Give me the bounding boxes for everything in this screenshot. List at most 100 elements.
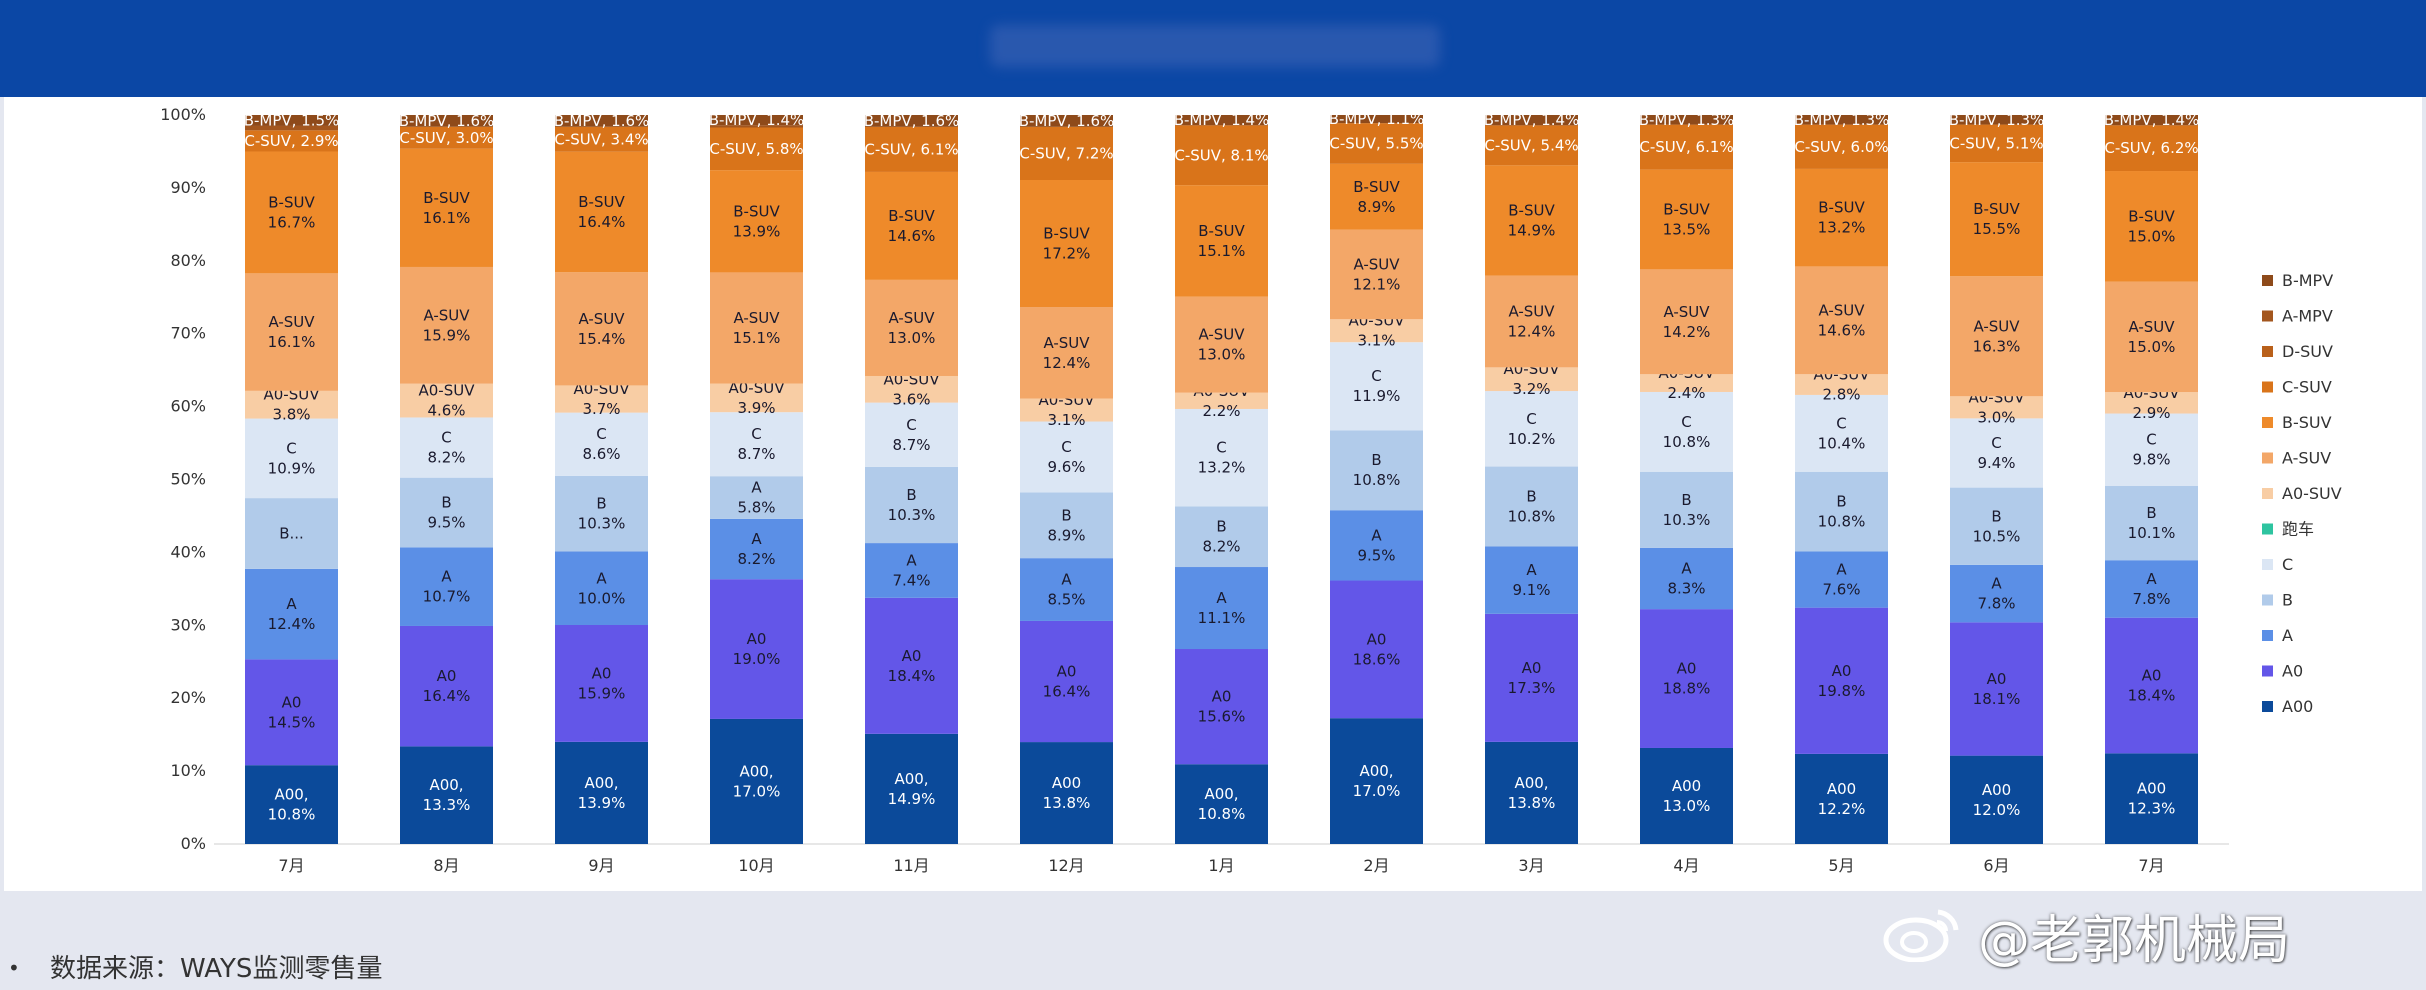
bar-segment — [245, 115, 338, 126]
bar-segment — [865, 733, 958, 844]
bar-segment — [245, 273, 338, 391]
bar-segment — [1640, 115, 1733, 125]
bar-segment — [1485, 367, 1578, 392]
data-label: C 8.7% — [737, 425, 775, 463]
data-label: B-MPV, 1.6% — [864, 112, 960, 130]
bar-segment — [1175, 506, 1268, 568]
data-label: B 10.3% — [578, 495, 626, 533]
x-tick-label: 7月 — [278, 856, 304, 875]
x-tick-label: 2月 — [1363, 856, 1389, 875]
data-label: C 11.9% — [1353, 367, 1401, 405]
data-label: B-SUV 13.5% — [1663, 201, 1711, 239]
data-label: C-SUV, 6.2% — [2104, 139, 2198, 157]
data-label: B-MPV, 1.4% — [1174, 111, 1270, 129]
data-label: B 10.1% — [2128, 504, 2176, 542]
data-label: A0 19.8% — [1818, 662, 1866, 700]
legend-entry: B-SUV — [2282, 413, 2332, 432]
bar-segment — [1485, 115, 1578, 126]
data-label: B-SUV 16.7% — [268, 193, 316, 231]
bar-segment — [1795, 607, 1888, 754]
bar-segment — [400, 477, 493, 548]
data-label: C-SUV, 6.1% — [1639, 138, 1733, 156]
y-tick-label: 70% — [170, 324, 206, 343]
data-label: B 10.3% — [1663, 491, 1711, 529]
data-label: C 13.2% — [1198, 439, 1246, 477]
bar-segment — [865, 466, 958, 544]
data-label: A00, 13.9% — [578, 774, 626, 812]
data-label: A0 18.8% — [1663, 660, 1711, 698]
bar-segment — [245, 390, 338, 419]
data-label: C-SUV, 8.1% — [1174, 146, 1268, 164]
y-tick-label: 0% — [181, 834, 206, 853]
bar-segment — [1330, 163, 1423, 230]
data-label: C 10.8% — [1663, 413, 1711, 451]
bar-segment — [1330, 580, 1423, 719]
bar-segment — [245, 498, 338, 569]
data-label: A0 18.4% — [2128, 667, 2176, 705]
bar-segment — [1175, 185, 1268, 297]
data-label: A00, 13.3% — [423, 776, 471, 814]
data-label: A0 16.4% — [423, 667, 471, 705]
bar-segment — [1640, 609, 1733, 748]
data-label: A 7.6% — [1822, 561, 1860, 599]
x-tick-label: 9月 — [588, 856, 614, 875]
bar-segment — [1640, 124, 1733, 170]
data-label: C-SUV, 6.0% — [1794, 138, 1888, 156]
data-label: A00 12.3% — [2128, 780, 2176, 818]
y-tick-label: 60% — [170, 397, 206, 416]
bar-segment — [1020, 115, 1113, 127]
bar-segment — [1795, 471, 1888, 552]
chart-panel: 0% 10% 20% 30% 40% 50% 60% 70% 80% 90% 100% A00, 10.… — [4, 97, 2422, 891]
bar-segment — [1175, 125, 1268, 186]
data-label: C 10.9% — [268, 439, 316, 477]
bar-segment — [865, 375, 958, 403]
x-tick-label: 7月 — [2138, 856, 2164, 875]
bar-segment — [1175, 115, 1268, 126]
bar-segment — [2105, 392, 2198, 414]
data-label: B 10.8% — [1508, 488, 1556, 526]
data-label: A00, 10.8% — [1198, 785, 1246, 823]
bar-segment — [555, 412, 648, 476]
legend-entry: C-SUV — [2282, 378, 2332, 397]
legend-entry: C — [2282, 555, 2293, 574]
data-label: A0 18.4% — [888, 647, 936, 685]
data-label: A-SUV 16.1% — [268, 313, 316, 351]
data-label: A00, 17.0% — [1353, 762, 1401, 800]
data-label: B-SUV 15.1% — [1198, 222, 1246, 260]
bar-segment — [400, 126, 493, 149]
y-tick-label: 80% — [170, 251, 206, 270]
bar-segment — [1175, 649, 1268, 765]
x-tick-label: 6月 — [1983, 856, 2009, 875]
data-label: A 8.3% — [1667, 559, 1705, 597]
data-label: C 9.6% — [1047, 438, 1085, 476]
data-label: A-SUV 15.9% — [423, 306, 471, 344]
bar-segment — [1640, 169, 1733, 270]
data-label: A-SUV 15.1% — [733, 309, 781, 347]
bar-segment — [865, 126, 958, 172]
y-tick-label: 50% — [170, 470, 206, 489]
data-label: A0 18.6% — [1353, 630, 1401, 668]
bar-segment — [1020, 421, 1113, 493]
data-label: B-MPV, 1.3% — [1949, 111, 2045, 129]
data-label: A-SUV 16.3% — [1973, 317, 2021, 355]
bar-segment — [1020, 307, 1113, 399]
data-label: B 8.2% — [1202, 518, 1240, 556]
data-label: C-SUV, 3.4% — [554, 130, 648, 148]
legend-entry: A0-SUV — [2282, 484, 2342, 503]
bar-segment — [865, 543, 958, 598]
y-tick-label: 30% — [170, 615, 206, 634]
bar-segment — [2105, 485, 2198, 561]
legend-entry: B — [2282, 591, 2293, 610]
bar-segment — [710, 272, 803, 384]
bar-segment — [1175, 408, 1268, 507]
data-label: B-MPV, 1.6% — [1019, 112, 1115, 130]
data-label: A00, 17.0% — [733, 762, 781, 800]
bar-segment — [555, 741, 648, 844]
data-label: A0 18.1% — [1973, 670, 2021, 708]
bar-segment — [1640, 747, 1733, 844]
data-label: B-SUV 13.2% — [1818, 199, 1866, 237]
bar-segment — [245, 130, 338, 152]
bar-segment — [710, 115, 803, 126]
data-label: A 11.1% — [1198, 589, 1246, 627]
bar-segment — [400, 383, 493, 418]
